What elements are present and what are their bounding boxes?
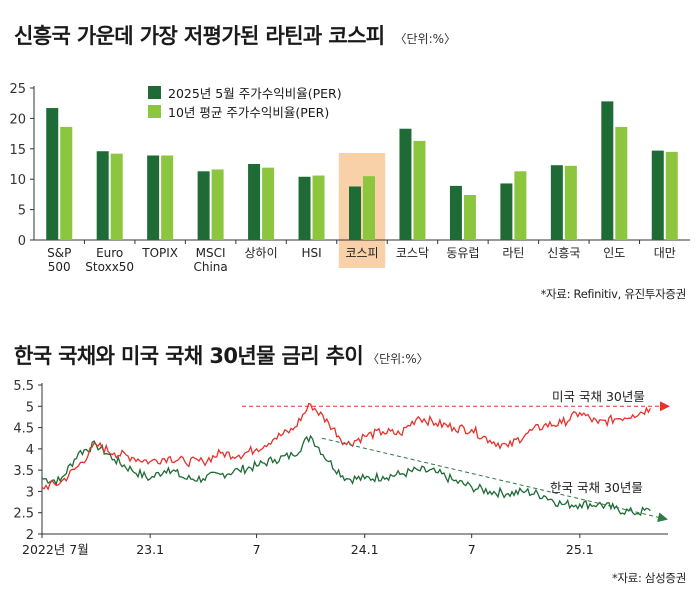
bar bbox=[161, 155, 174, 240]
y-tick-label: 20 bbox=[9, 112, 26, 127]
y-tick-label: 5 bbox=[26, 400, 34, 415]
y-tick-label: 15 bbox=[9, 143, 26, 158]
x-tick-label: 24.1 bbox=[351, 542, 379, 557]
bar bbox=[651, 150, 664, 240]
chart2-unit: 〈단위:%〉 bbox=[367, 352, 429, 366]
bar bbox=[349, 186, 361, 240]
chart1-title: 신흥국 가운데 가장 저평가된 라틴과 코스피 〈단위:%〉 bbox=[14, 20, 456, 50]
x-tick-label: 23.1 bbox=[136, 542, 164, 557]
x-tick-label: 라틴 bbox=[502, 246, 524, 260]
chart1-svg: 0 5 10 15 20 25 S&P 500 Euro Stoxx50 TOPIX MSCI Chin… bbox=[9, 82, 690, 274]
y-tick-label: 4.5 bbox=[13, 422, 34, 437]
y-tick-label: 2.5 bbox=[13, 507, 34, 522]
x-tick-label: 대만 bbox=[654, 246, 676, 260]
y-tick-label: 5 bbox=[18, 204, 26, 219]
x-tick-label: Euro Stoxx50 bbox=[85, 246, 134, 274]
y-tick-label: 4 bbox=[26, 443, 34, 458]
legend-swatch bbox=[148, 86, 161, 99]
x-tick-label: 코스닥 bbox=[396, 246, 429, 260]
bar bbox=[601, 101, 614, 240]
bar bbox=[211, 169, 224, 240]
bar bbox=[110, 153, 123, 240]
y-tick-label: 10 bbox=[9, 173, 26, 188]
y-tick-label: 3.5 bbox=[13, 464, 34, 479]
highlight-box bbox=[338, 153, 386, 268]
chart1-unit: 〈단위:%〉 bbox=[394, 32, 457, 46]
y-tick-label: 0 bbox=[18, 234, 26, 249]
y-tick-label: 5.5 bbox=[13, 379, 34, 394]
bar bbox=[550, 165, 563, 240]
bar bbox=[363, 176, 375, 240]
bar bbox=[665, 151, 678, 240]
chart2-title: 한국 국채와 미국 국채 30년물 금리 추이 〈단위:%〉 bbox=[14, 340, 429, 370]
bar bbox=[147, 155, 160, 240]
chart2-source: *자료: 삼성증권 bbox=[611, 571, 686, 585]
chart1-title-text: 신흥국 가운데 가장 저평가된 라틴과 코스피 bbox=[14, 24, 385, 48]
x-tick-label: MSCI China bbox=[193, 246, 227, 274]
chart2-title-text: 한국 국채와 미국 국채 30년물 금리 추이 bbox=[14, 344, 364, 368]
bar bbox=[312, 175, 325, 240]
x-tick-label: 7 bbox=[468, 542, 476, 557]
bar bbox=[298, 176, 311, 240]
series-label-kr: 한국 국채 30년물 bbox=[550, 480, 643, 495]
bar bbox=[262, 167, 275, 240]
series-label-us: 미국 국채 30년물 bbox=[552, 389, 645, 404]
x-tick-label: S&P 500 bbox=[47, 246, 71, 274]
series-line-kr bbox=[41, 434, 651, 517]
y-tick-label: 2 bbox=[26, 528, 34, 543]
legend-label: 10년 평균 주가수익비율(PER) bbox=[168, 105, 329, 120]
x-tick-label: 코스피 bbox=[345, 246, 378, 260]
trend-arrow-kr bbox=[321, 437, 668, 523]
x-tick-label: HSI bbox=[301, 246, 321, 260]
bar bbox=[399, 128, 412, 240]
y-tick-label: 3 bbox=[26, 485, 34, 500]
x-tick-label: 25.1 bbox=[566, 542, 594, 557]
x-tick-label: TOPIX bbox=[141, 246, 178, 260]
series-line-us bbox=[41, 402, 651, 491]
bar bbox=[449, 185, 462, 240]
bar bbox=[60, 126, 73, 240]
x-tick-label: 상하이 bbox=[245, 246, 278, 260]
bar bbox=[413, 140, 426, 240]
x-tick-label: 동유럽 bbox=[446, 246, 479, 260]
bar bbox=[514, 171, 527, 240]
bar bbox=[96, 151, 109, 240]
x-tick-label: 인도 bbox=[603, 246, 625, 260]
bar bbox=[564, 165, 577, 240]
bar bbox=[500, 183, 513, 240]
x-tick-label: 신흥국 bbox=[547, 246, 580, 260]
chart1-source: *자료: Refinitiv, 유진투자증권 bbox=[540, 287, 687, 301]
legend-swatch bbox=[148, 105, 161, 118]
bar bbox=[248, 164, 261, 240]
bar bbox=[615, 126, 628, 240]
bar bbox=[197, 171, 210, 240]
legend-label: 2025년 5월 주가수익비율(PER) bbox=[168, 86, 342, 101]
x-tick-label: 7 bbox=[253, 542, 261, 557]
bar bbox=[463, 195, 476, 240]
y-tick-label: 25 bbox=[9, 82, 26, 97]
bar bbox=[46, 108, 59, 241]
x-tick-label: 2022년 7월 bbox=[22, 542, 89, 557]
